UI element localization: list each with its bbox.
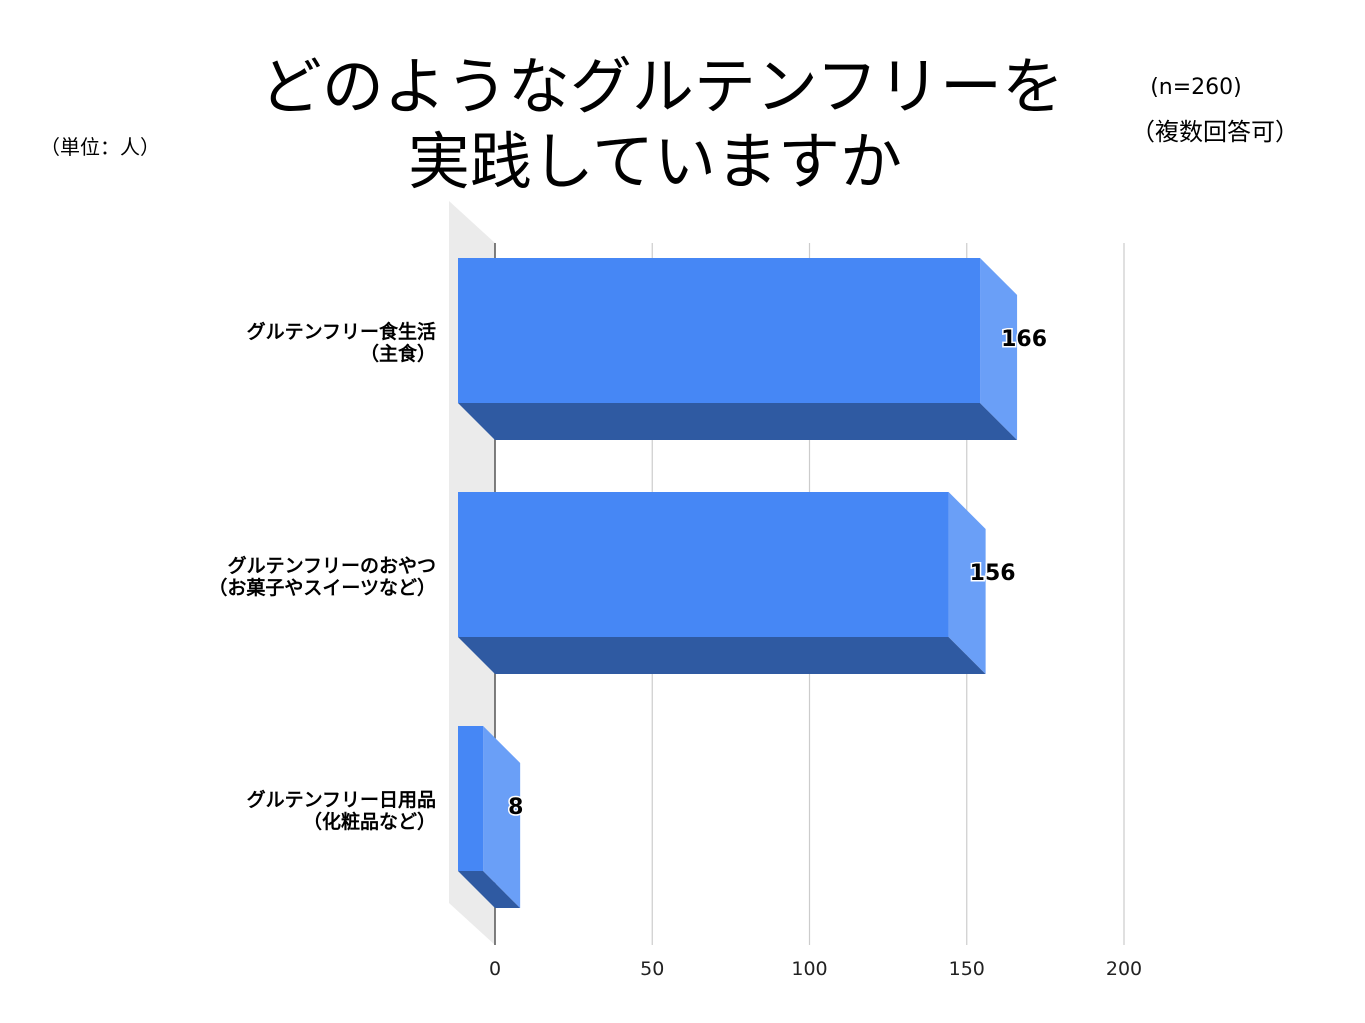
bar-side-face <box>980 258 1018 440</box>
category-label: （化粧品など） <box>303 810 436 833</box>
x-tick-label: 0 <box>489 958 501 980</box>
unit-note: （単位：人） <box>40 135 160 159</box>
bar: 156 <box>458 492 1017 674</box>
category-label: （お菓子やスイーツなど） <box>208 576 436 599</box>
x-tick-label: 50 <box>640 958 664 980</box>
category-label: グルテンフリーのおやつ <box>228 554 436 577</box>
bar-front-face <box>458 726 484 871</box>
bar-bottom-face <box>458 403 1018 440</box>
bar-side-face <box>948 492 986 674</box>
bar-value-label: 8 <box>508 795 523 820</box>
category-label: グルテンフリー食生活 <box>247 320 436 343</box>
category-label: （主食） <box>360 342 436 365</box>
bars: 166 156 8 <box>458 258 1049 908</box>
category-label: グルテンフリー日用品 <box>247 788 436 811</box>
bar: 8 <box>458 726 525 908</box>
chart-title-line-2: 実践していますか <box>408 125 902 198</box>
category-labels: グルテンフリー食生活（主食） グルテンフリーのおやつ（お菓子やスイーツなど） グルテ… <box>208 320 436 833</box>
sample-size-note: (n=260) <box>1150 75 1242 100</box>
bar-front-face <box>458 492 949 637</box>
bar: 166 <box>458 258 1049 440</box>
bar-value-label: 156 <box>970 561 1016 586</box>
x-tick-label: 200 <box>1106 958 1142 980</box>
bar-bottom-face <box>458 637 986 674</box>
chart-title-line-1: どのようなグルテンフリーを <box>260 50 1064 123</box>
x-tick-label: 100 <box>791 958 827 980</box>
x-axis-ticks: 0 50 100 150 200 <box>489 958 1142 980</box>
bar-side-face <box>483 726 521 908</box>
multiple-answers-note: （複数回答可） <box>1131 118 1299 146</box>
x-tick-label: 150 <box>949 958 985 980</box>
bar-bottom-face <box>458 871 521 908</box>
bar-front-face <box>458 258 981 403</box>
bar-value-label: 166 <box>1001 327 1047 352</box>
